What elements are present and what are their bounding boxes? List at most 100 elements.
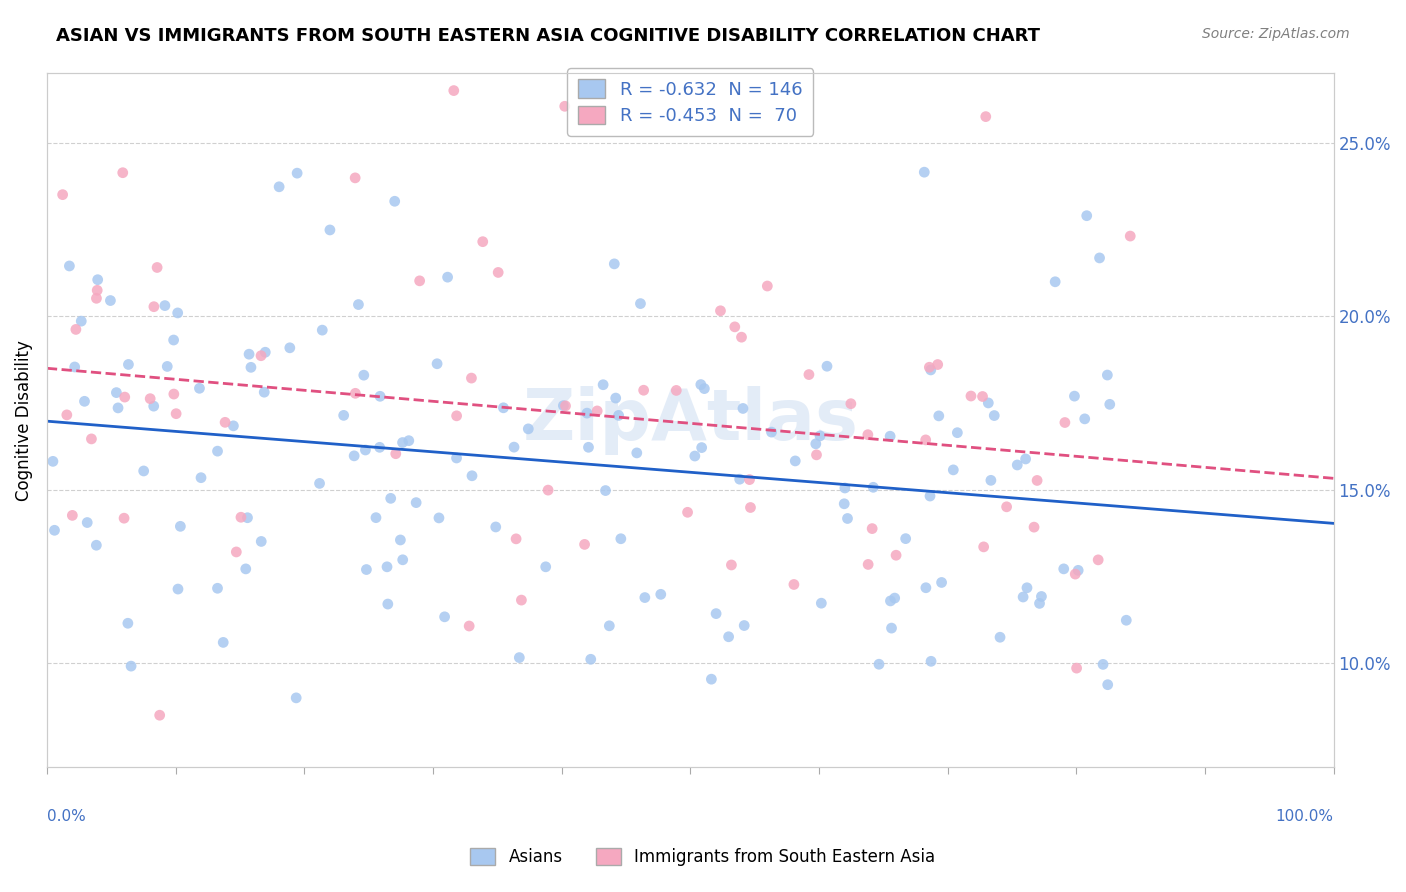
Point: [73, 394, 96, 409]
Point: [927, 358, 949, 372]
Point: [285, 690, 308, 705]
Point: [380, 491, 402, 506]
Point: [665, 384, 688, 398]
Point: [862, 480, 884, 494]
Point: [592, 377, 614, 392]
Point: [810, 596, 832, 610]
Point: [785, 454, 807, 468]
Point: [730, 330, 752, 344]
Point: [860, 522, 883, 536]
Point: [724, 319, 747, 334]
Point: [1076, 209, 1098, 223]
Point: [603, 257, 626, 271]
Point: [58, 259, 80, 273]
Point: [607, 409, 630, 423]
Point: [156, 359, 179, 374]
Point: [728, 472, 751, 486]
Point: [112, 511, 135, 525]
Point: [1097, 678, 1119, 692]
Point: [86, 538, 108, 552]
Point: [1028, 596, 1050, 610]
Text: 100.0%: 100.0%: [1275, 809, 1334, 824]
Point: [733, 618, 755, 632]
Point: [285, 166, 308, 180]
Point: [165, 407, 187, 421]
Point: [212, 635, 235, 649]
Point: [879, 429, 901, 443]
Point: [222, 418, 245, 433]
Point: [239, 360, 262, 375]
Point: [162, 333, 184, 347]
Point: [578, 440, 600, 454]
Point: [884, 548, 907, 562]
Point: [76, 516, 98, 530]
Point: [879, 594, 901, 608]
Point: [508, 650, 530, 665]
Point: [319, 223, 342, 237]
Point: [485, 520, 508, 534]
Point: [973, 540, 995, 554]
Point: [738, 473, 761, 487]
Point: [931, 575, 953, 590]
Point: [1092, 657, 1115, 672]
Point: [918, 489, 941, 503]
Point: [720, 558, 742, 572]
Point: [806, 448, 828, 462]
Point: [190, 471, 212, 485]
Point: [1007, 458, 1029, 472]
Point: [80, 432, 103, 446]
Point: [883, 591, 905, 605]
Point: [461, 468, 484, 483]
Point: [988, 630, 1011, 644]
Point: [690, 441, 713, 455]
Point: [56, 408, 79, 422]
Point: [1067, 563, 1090, 577]
Point: [364, 510, 387, 524]
Point: [709, 303, 731, 318]
Point: [605, 391, 627, 405]
Point: [634, 591, 657, 605]
Point: [238, 347, 260, 361]
Text: Source: ZipAtlas.com: Source: ZipAtlas.com: [1202, 27, 1350, 41]
Point: [1043, 275, 1066, 289]
Point: [912, 165, 935, 179]
Point: [693, 382, 716, 396]
Point: [225, 545, 247, 559]
Point: [868, 657, 890, 672]
Point: [332, 409, 354, 423]
Point: [70, 314, 93, 328]
Point: [731, 401, 754, 416]
Point: [1014, 452, 1036, 467]
Point: [1063, 389, 1085, 403]
Point: [169, 519, 191, 533]
Point: [983, 409, 1005, 423]
Y-axis label: Cognitive Disability: Cognitive Disability: [15, 340, 32, 500]
Point: [534, 559, 557, 574]
Point: [575, 406, 598, 420]
Point: [503, 0, 526, 11]
Point: [236, 510, 259, 524]
Point: [683, 449, 706, 463]
Point: [146, 260, 169, 275]
Point: [254, 345, 277, 359]
Point: [815, 359, 838, 374]
Point: [368, 440, 391, 454]
Point: [163, 387, 186, 401]
Point: [214, 415, 236, 429]
Point: [356, 562, 378, 576]
Point: [1097, 368, 1119, 382]
Point: [837, 511, 859, 525]
Point: [235, 562, 257, 576]
Point: [311, 323, 333, 337]
Point: [797, 368, 820, 382]
Point: [391, 435, 413, 450]
Point: [1053, 562, 1076, 576]
Point: [1087, 553, 1109, 567]
Point: [894, 532, 917, 546]
Point: [142, 399, 165, 413]
Point: [740, 500, 762, 515]
Point: [207, 444, 229, 458]
Point: [343, 449, 366, 463]
Point: [980, 473, 1002, 487]
Point: [1026, 474, 1049, 488]
